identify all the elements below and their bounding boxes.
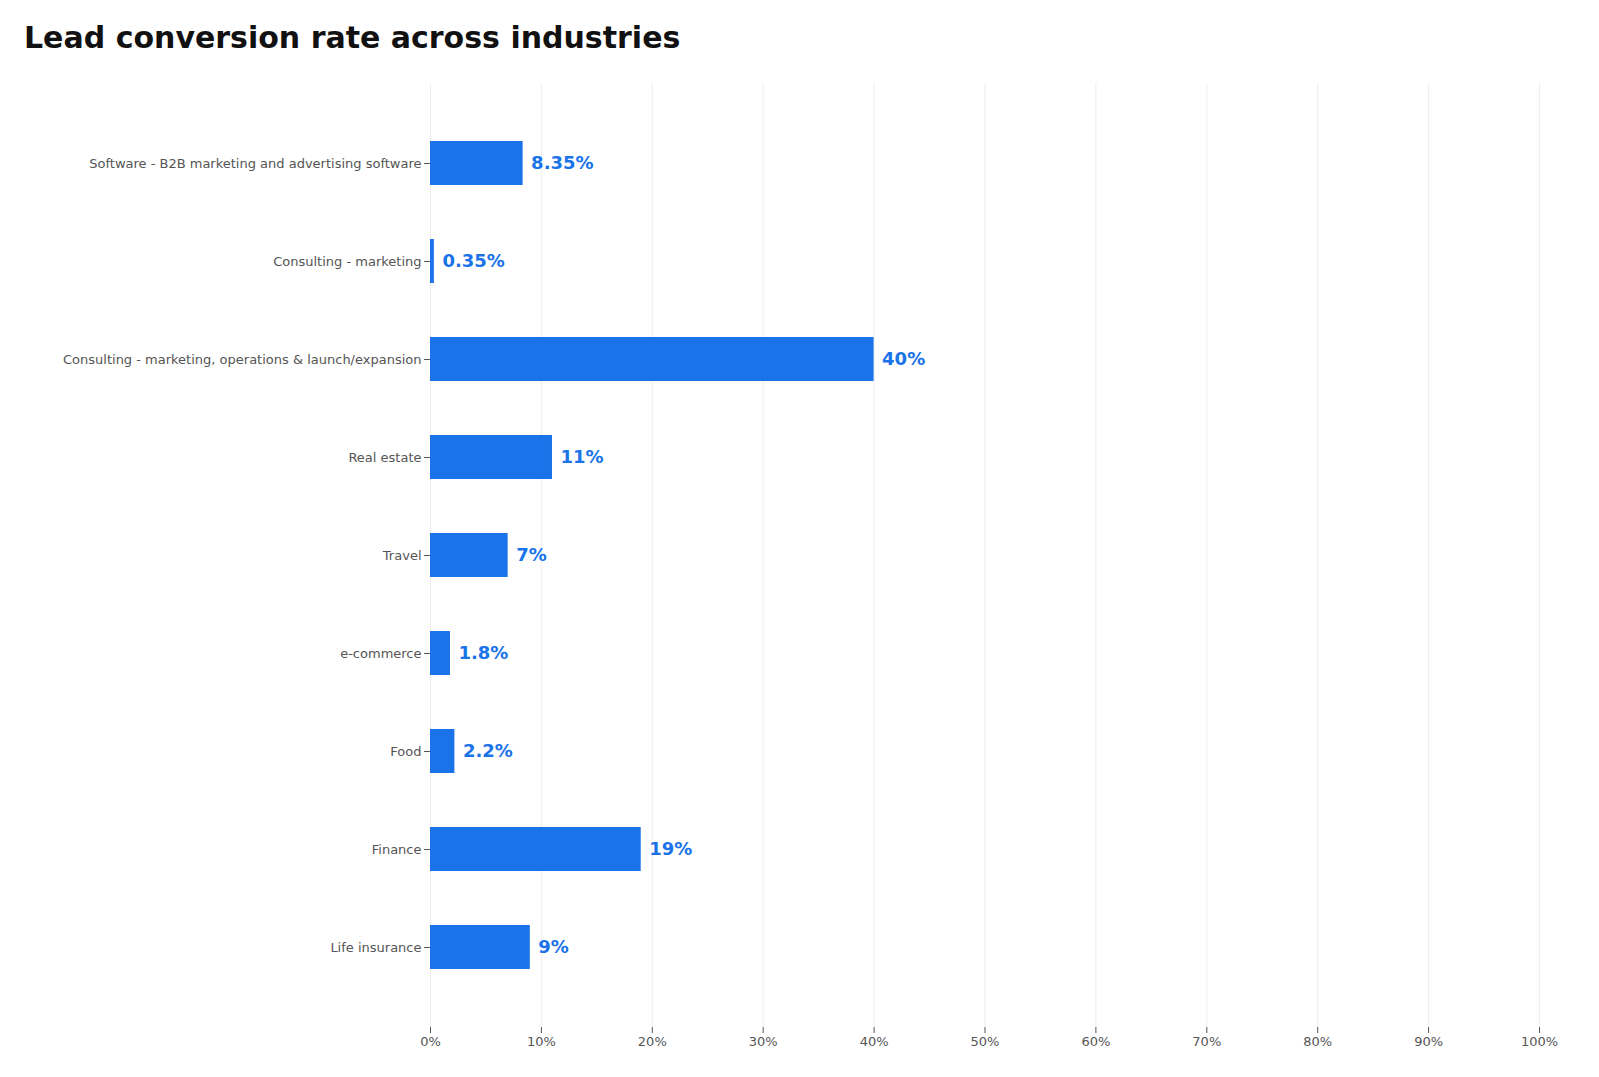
svg-text:40%: 40% [860,1034,889,1049]
svg-text:2.2%: 2.2% [463,740,513,761]
svg-text:8.35%: 8.35% [531,152,593,173]
svg-text:100%: 100% [1521,1034,1558,1049]
svg-text:0.35%: 0.35% [442,250,504,271]
svg-text:e-commerce: e-commerce [340,646,421,661]
svg-text:0%: 0% [420,1034,441,1049]
svg-text:50%: 50% [971,1034,1000,1049]
svg-text:Real estate: Real estate [348,450,421,465]
svg-text:Consulting - marketing: Consulting - marketing [273,254,421,269]
svg-text:20%: 20% [638,1034,667,1049]
svg-text:60%: 60% [1081,1034,1110,1049]
html-text:Lead conversion rate across in: Lead conversion rate across industries [24,20,681,55]
svg-text:10%: 10% [527,1034,556,1049]
svg-text:11%: 11% [560,446,603,467]
svg-text:80%: 80% [1303,1034,1332,1049]
svg-text:Software - B2B marketing and a: Software - B2B marketing and advertising… [89,156,421,171]
svg-text:9%: 9% [538,936,569,957]
svg-text:Finance: Finance [372,842,422,857]
svg-text:19%: 19% [649,838,692,859]
svg-text:90%: 90% [1414,1034,1443,1049]
svg-text:Travel: Travel [382,548,422,563]
svg-text:Life insurance: Life insurance [330,940,421,955]
svg-text:1.8%: 1.8% [458,642,508,663]
svg-text:30%: 30% [749,1034,778,1049]
svg-text:70%: 70% [1192,1034,1221,1049]
svg-text:7%: 7% [516,544,547,565]
svg-text:Food: Food [390,744,421,759]
svg-text:Consulting - marketing, operat: Consulting - marketing, operations & lau… [63,352,421,367]
svg-text:40%: 40% [882,348,925,369]
